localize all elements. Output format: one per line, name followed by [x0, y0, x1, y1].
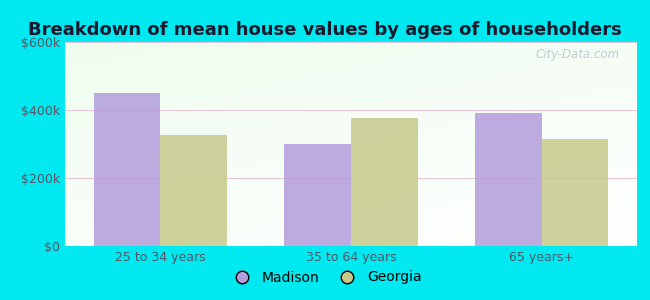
Bar: [541, 139, 608, 246]
Bar: [161, 136, 227, 246]
Bar: [351, 118, 418, 246]
Legend: Madison, Georgia: Madison, Georgia: [223, 265, 427, 290]
Bar: [284, 144, 351, 246]
Text: City-Data.com: City-Data.com: [536, 48, 620, 61]
Bar: [94, 93, 161, 246]
Text: Breakdown of mean house values by ages of householders: Breakdown of mean house values by ages o…: [28, 21, 622, 39]
Bar: [475, 113, 541, 246]
